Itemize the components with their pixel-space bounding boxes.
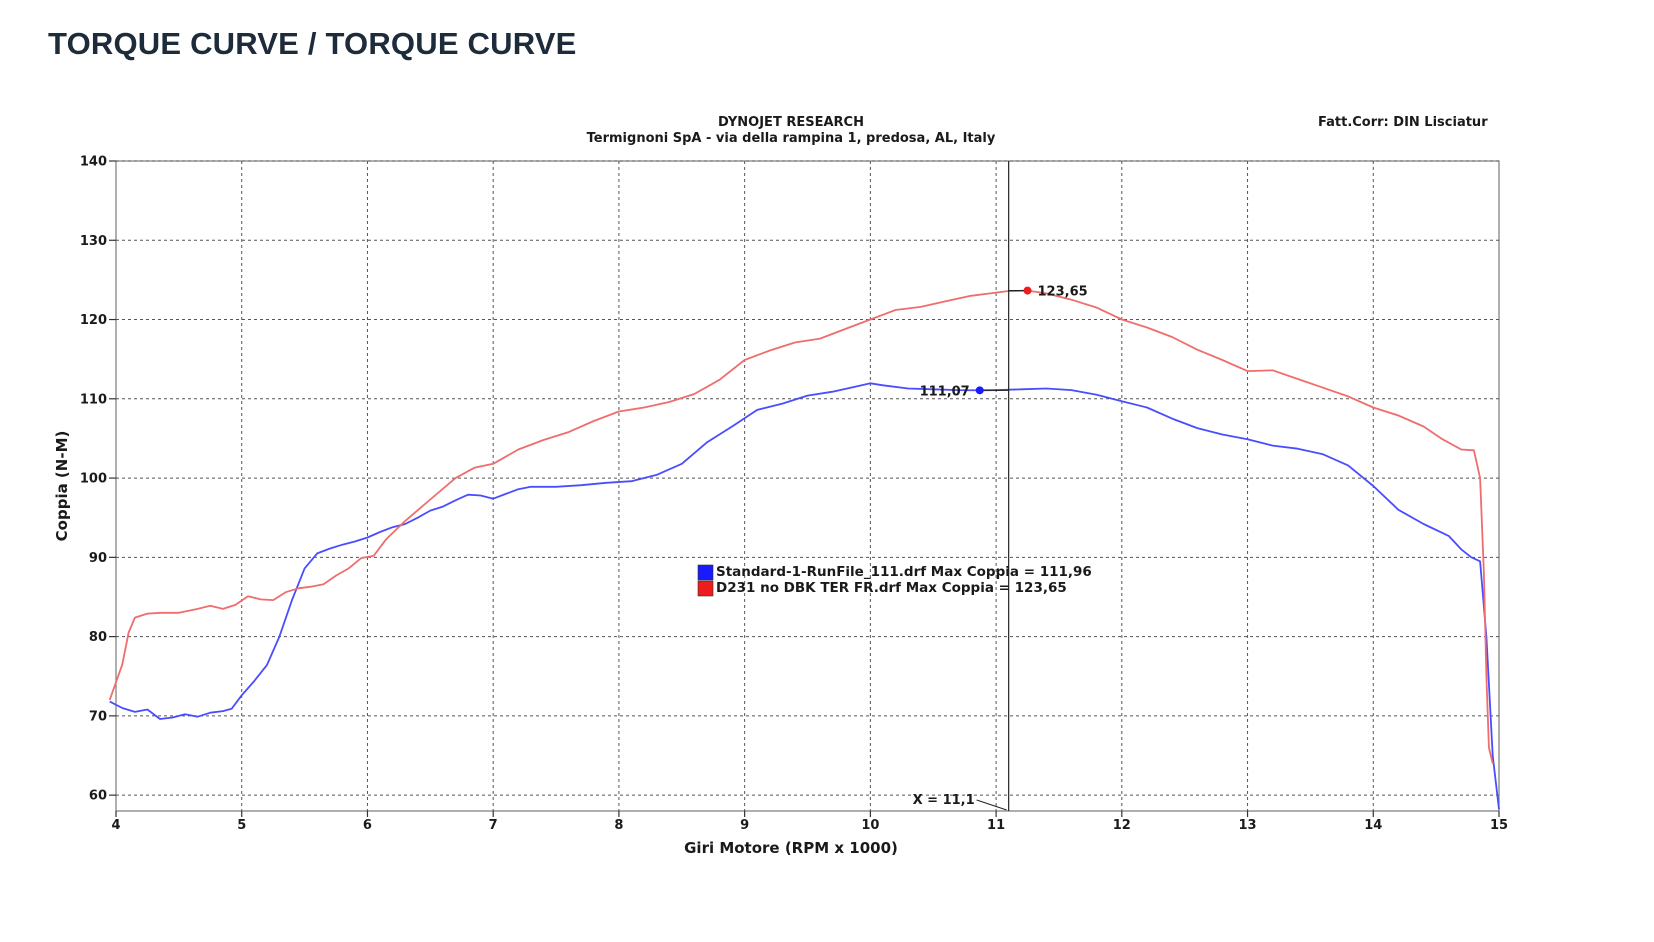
y-tick-label: 140 bbox=[80, 155, 107, 170]
legend-entry-d231: D231 no DBK TER FR.drf Max Coppia = 123,… bbox=[716, 580, 1067, 596]
plot-area-frame bbox=[115, 160, 1500, 812]
legend: Standard-1-RunFile_111.drf Max Coppia = … bbox=[697, 564, 1092, 597]
y-tick-label: 100 bbox=[80, 472, 107, 487]
peak-label-standard: 111,07 bbox=[920, 384, 970, 399]
legend-swatch-blue bbox=[697, 564, 714, 581]
chart-title: DYNOJET RESEARCH bbox=[718, 115, 864, 130]
x-tick-label: 8 bbox=[614, 818, 623, 833]
dyno-chart-panel: DYNOJET RESEARCH Termignoni SpA - via de… bbox=[50, 115, 1602, 922]
y-tick-label: 120 bbox=[80, 313, 107, 328]
series-lines bbox=[108, 289, 1500, 810]
page-title: TORQUE CURVE / TORQUE CURVE bbox=[48, 26, 577, 61]
peak-label-d231: 123,65 bbox=[1038, 285, 1088, 300]
x-tick-label: 14 bbox=[1364, 818, 1382, 833]
x-axis-ticks: 4 5 6 7 8 9 10 11 12 13 14 15 bbox=[111, 811, 1508, 833]
x-tick-label: 7 bbox=[489, 818, 498, 833]
legend-entry-standard: Standard-1-RunFile_111.drf Max Coppia = … bbox=[716, 564, 1092, 580]
x-tick-label: 15 bbox=[1490, 818, 1508, 833]
x-tick-label: 13 bbox=[1238, 818, 1256, 833]
x-tick-label: 5 bbox=[237, 818, 246, 833]
x-tick-label: 10 bbox=[861, 818, 879, 833]
series-line-standard bbox=[109, 382, 1500, 810]
grid bbox=[116, 160, 1499, 811]
peak-marker-d231 bbox=[1023, 286, 1032, 295]
x-tick-label: 6 bbox=[363, 818, 372, 833]
series-line-d231 bbox=[108, 289, 1494, 764]
y-tick-label: 60 bbox=[89, 789, 107, 804]
cursor-readout: X = 11,1 bbox=[913, 793, 975, 808]
y-tick-label: 70 bbox=[89, 709, 107, 724]
y-axis-ticks: 60 70 80 90 100 110 120 130 140 bbox=[80, 155, 116, 804]
x-tick-label: 11 bbox=[987, 818, 1005, 833]
peak-markers: 111,07 123,65 bbox=[920, 285, 1088, 400]
peak-marker-standard bbox=[975, 386, 984, 395]
y-tick-label: 110 bbox=[80, 392, 107, 407]
y-tick-label: 80 bbox=[89, 630, 107, 645]
cursor-leader bbox=[976, 799, 1007, 811]
torque-chart: DYNOJET RESEARCH Termignoni SpA - via de… bbox=[53, 115, 1508, 857]
x-axis-label: Giri Motore (RPM x 1000) bbox=[684, 839, 898, 857]
x-tick-label: 9 bbox=[740, 818, 749, 833]
y-tick-label: 90 bbox=[89, 551, 107, 566]
chart-subtitle: Termignoni SpA - via della rampina 1, pr… bbox=[587, 131, 996, 146]
y-axis-label: Coppia (N-M) bbox=[53, 431, 71, 542]
rpm-cursor: X = 11,1 bbox=[913, 161, 1010, 811]
x-tick-label: 12 bbox=[1113, 818, 1131, 833]
y-tick-label: 130 bbox=[80, 234, 107, 249]
correction-factor-label: Fatt.Corr: DIN Lisciatur bbox=[1318, 115, 1488, 130]
legend-swatch-red bbox=[697, 580, 714, 597]
x-tick-label: 4 bbox=[111, 818, 120, 833]
